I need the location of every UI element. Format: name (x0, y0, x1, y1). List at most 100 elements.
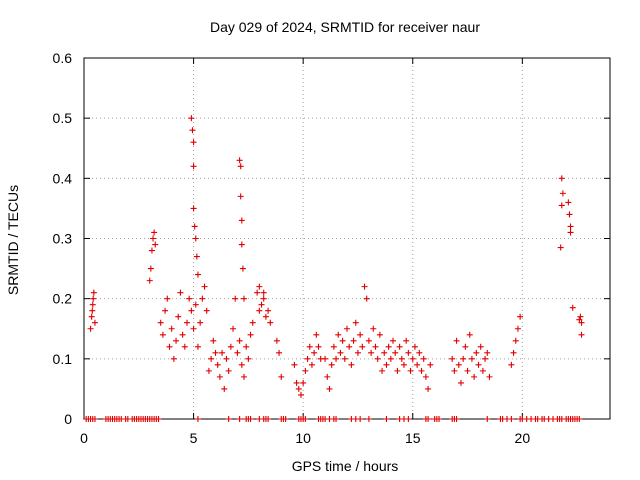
data-point (273, 337, 280, 344)
data-point (249, 319, 256, 326)
data-point (146, 277, 153, 284)
x-tick-label: 10 (295, 430, 311, 446)
data-point (416, 349, 423, 356)
data-point (398, 355, 405, 362)
data-point (237, 193, 244, 200)
data-point (558, 202, 565, 209)
data-point (365, 337, 372, 344)
data-point (190, 205, 197, 212)
data-point (473, 349, 480, 356)
data-point (420, 355, 427, 362)
data-point (199, 295, 206, 302)
data-point (569, 304, 576, 311)
data-point (267, 319, 274, 326)
data-point (237, 163, 244, 170)
data-point (350, 337, 357, 344)
y-tick-label: 0.5 (53, 110, 73, 126)
chart-title: Day 029 of 2024, SRMTID for receiver nau… (210, 19, 480, 35)
data-point (479, 367, 486, 374)
data-point (227, 343, 234, 350)
data-point (508, 416, 515, 422)
data-point (477, 343, 484, 350)
data-point (245, 355, 252, 362)
data-point (324, 373, 331, 380)
data-point (295, 385, 302, 392)
data-point (567, 223, 574, 230)
data-point (381, 349, 388, 356)
data-point (484, 349, 491, 356)
data-point (418, 367, 425, 374)
data-point (565, 199, 572, 206)
y-tick-label: 0.3 (53, 231, 73, 247)
plot-frame (83, 57, 611, 420)
data-point (363, 295, 370, 302)
data-point (510, 349, 517, 356)
data-point (468, 355, 475, 362)
data-point (230, 325, 237, 332)
data-point (387, 355, 394, 362)
data-point (87, 325, 94, 332)
data-points (83, 115, 585, 422)
data-point (466, 331, 473, 338)
data-point (225, 416, 232, 422)
data-point (190, 139, 197, 146)
axis-tick-labels: 0 0.1 0.2 0.3 0.4 0.5 0.6 0 5 10 15 20 (53, 50, 531, 446)
data-point (190, 163, 197, 170)
data-point (326, 385, 333, 392)
data-point (210, 337, 217, 344)
data-point (166, 343, 173, 350)
data-point (225, 367, 232, 374)
data-point (192, 235, 199, 242)
data-point (578, 319, 585, 326)
data-point (484, 416, 491, 422)
data-point (372, 343, 379, 350)
data-point (164, 295, 171, 302)
data-point (482, 355, 489, 362)
data-point (276, 349, 283, 356)
data-point (330, 343, 337, 350)
data-point (383, 416, 390, 422)
data-point (557, 244, 564, 251)
data-point (189, 127, 196, 134)
data-point (177, 289, 184, 296)
data-point (455, 361, 462, 368)
data-point (313, 331, 320, 338)
data-point (517, 313, 524, 320)
data-point (216, 373, 223, 380)
data-point (376, 331, 383, 338)
data-point (427, 361, 434, 368)
data-point (407, 367, 414, 374)
y-tick-label: 0.4 (53, 170, 73, 186)
data-point (333, 355, 340, 362)
data-point (89, 301, 96, 308)
data-point (403, 337, 410, 344)
data-point (339, 337, 346, 344)
data-point (576, 416, 583, 422)
data-point (306, 343, 313, 350)
data-point (193, 253, 200, 260)
data-point (385, 343, 392, 350)
data-point (194, 271, 201, 278)
data-point (354, 349, 361, 356)
data-point (578, 331, 585, 338)
data-point (236, 157, 243, 164)
data-point (147, 265, 154, 272)
data-point (258, 301, 265, 308)
data-point (400, 361, 407, 368)
data-point (179, 331, 186, 338)
x-axis-label: GPS time / hours (292, 458, 399, 474)
data-point (262, 313, 269, 320)
data-point (453, 337, 460, 344)
data-point (512, 337, 519, 344)
data-point (212, 349, 219, 356)
data-point (188, 307, 195, 314)
data-point (260, 295, 267, 302)
data-point (405, 349, 412, 356)
data-point (357, 416, 364, 422)
data-point (383, 361, 390, 368)
data-point (192, 301, 199, 308)
data-point (359, 343, 366, 350)
data-point (566, 211, 573, 218)
data-point (514, 325, 521, 332)
data-point (256, 283, 263, 290)
